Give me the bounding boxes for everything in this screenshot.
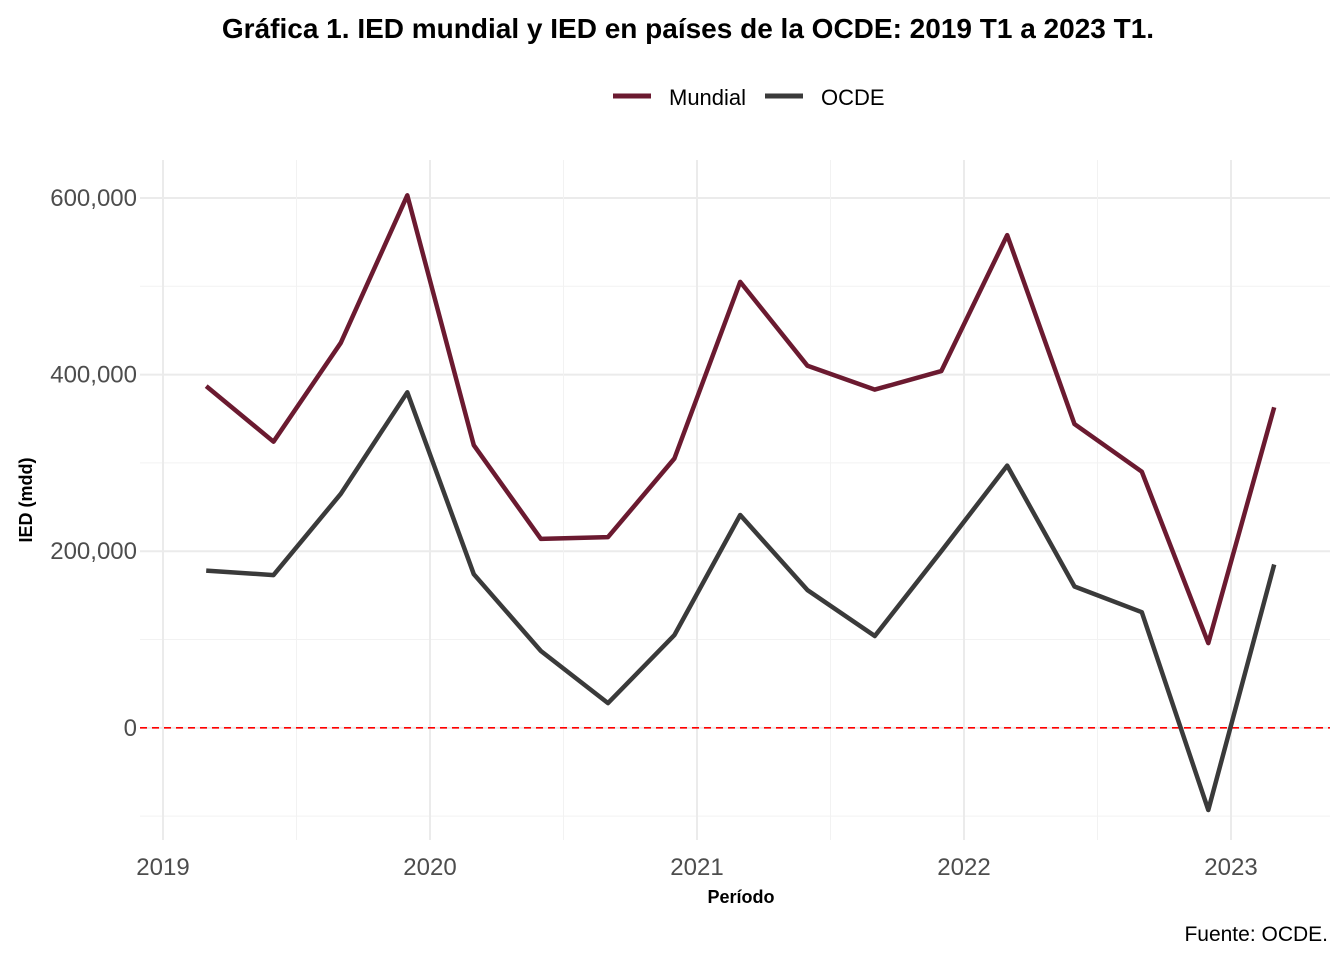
caption: Fuente: OCDE. bbox=[1184, 923, 1328, 946]
legend-label-ocde: OCDE bbox=[821, 85, 885, 110]
series-line-ocde bbox=[206, 390, 1277, 813]
x-tick-label: 2022 bbox=[937, 854, 990, 881]
y-tick-label: 400,000 bbox=[50, 362, 137, 389]
x-tick-label: 2019 bbox=[136, 854, 189, 881]
chart-title: Gráfica 1. IED mundial y IED en países d… bbox=[222, 13, 1154, 44]
x-tick-label: 2023 bbox=[1204, 854, 1257, 881]
x-axis-label: Período bbox=[707, 887, 774, 907]
x-tick-label: 2021 bbox=[670, 854, 723, 881]
legend: Mundial OCDE bbox=[613, 85, 885, 110]
series-lines bbox=[204, 193, 1277, 813]
legend-label-mundial: Mundial bbox=[669, 85, 746, 110]
y-tick-label: 600,000 bbox=[50, 185, 137, 212]
tick-labels: 0 200,000 400,000 600,000 2019 2020 2021 2022 20… bbox=[50, 185, 1257, 881]
y-tick-label: 0 bbox=[124, 715, 137, 742]
y-tick-label: 200,000 bbox=[50, 538, 137, 565]
x-tick-label: 2020 bbox=[403, 854, 456, 881]
grid bbox=[140, 160, 1330, 840]
y-axis-label: IED (mdd) bbox=[16, 458, 36, 543]
series-line-mundial bbox=[204, 193, 1277, 646]
